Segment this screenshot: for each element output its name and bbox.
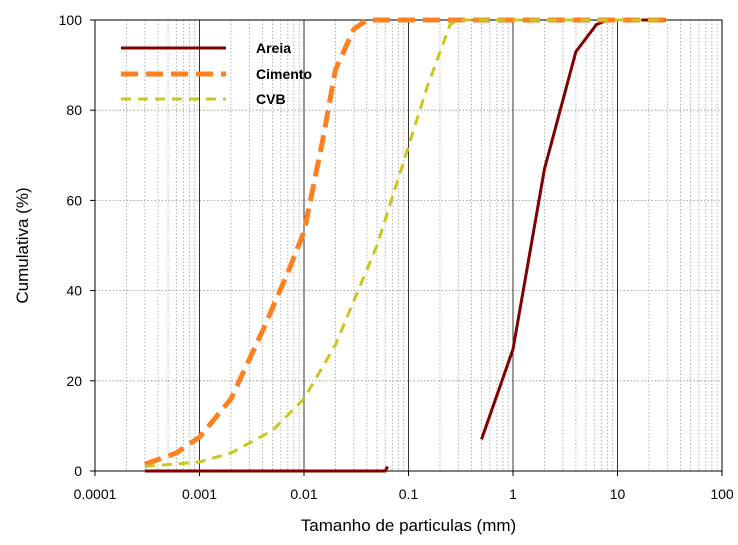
x-tick-label: 1 — [509, 486, 517, 502]
x-axis-ticks: 0.0001 0.001 0.01 0.1 1 10 100 — [74, 471, 734, 502]
series-line-cimento — [144, 17, 668, 467]
x-tick-label: 100 — [710, 486, 734, 502]
y-tick-label: 40 — [66, 283, 82, 299]
y-tick-label: 100 — [59, 12, 83, 28]
legend-label-cimento: Cimento — [256, 66, 312, 82]
series-line-cvb — [144, 18, 668, 468]
minor-gridlines — [95, 20, 722, 471]
y-axis-ticks: 0 20 40 60 80 100 — [59, 12, 95, 479]
legend: Areia Cimento CVB — [121, 40, 312, 107]
series-line-areia — [480, 18, 668, 440]
y-tick-label: 0 — [74, 463, 82, 479]
legend-label-cvb: CVB — [256, 91, 286, 107]
x-tick-label: 0.01 — [290, 486, 317, 502]
series-line-areia — [144, 465, 389, 473]
y-axis-title: Cumulativa (%) — [13, 187, 32, 303]
major-gridlines — [199, 20, 618, 471]
x-tick-label: 10 — [610, 486, 626, 502]
y-tick-label: 60 — [66, 192, 82, 208]
x-tick-label: 0.0001 — [74, 486, 117, 502]
legend-label-areia: Areia — [256, 40, 291, 56]
y-tick-label: 80 — [66, 102, 82, 118]
x-tick-label: 0.1 — [399, 486, 419, 502]
y-tick-label: 20 — [66, 373, 82, 389]
x-axis-title: Tamanho de particulas (mm) — [301, 516, 516, 535]
series-layer — [144, 17, 668, 473]
x-tick-label: 0.001 — [182, 486, 217, 502]
